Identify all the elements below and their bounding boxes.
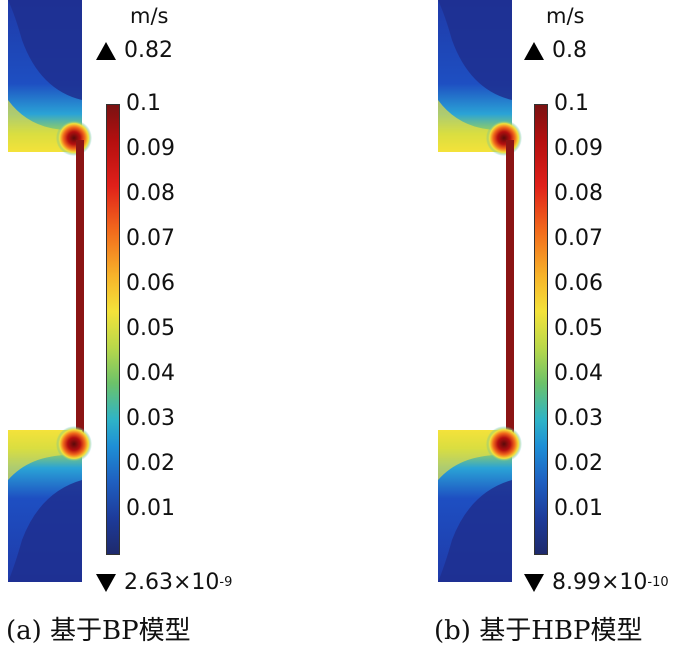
- panel-a: m/s 0.82 0.1 0.09 0.08 0.07 0.06 0.05 0.…: [6, 0, 232, 646]
- tick-label: 0.09: [554, 136, 603, 161]
- tick-label: 0.03: [126, 406, 175, 431]
- tick-label: 0.09: [126, 136, 175, 161]
- caption-b: (b) 基于HBP模型: [434, 616, 643, 646]
- min-value-base: 2.63×10: [124, 570, 220, 595]
- min-value-exponent: -10: [647, 575, 669, 590]
- max-value: 0.82: [96, 38, 173, 63]
- tick-label: 0.05: [126, 316, 175, 341]
- colorbar-a: [106, 104, 120, 555]
- tick-label: 0.03: [554, 406, 603, 431]
- max-value-text: 0.8: [552, 38, 587, 63]
- min-value-exponent: -9: [219, 575, 233, 590]
- tick-label: 0.02: [126, 451, 175, 476]
- tick-label: 0.06: [126, 271, 175, 296]
- tick-label: 0.1: [554, 91, 589, 116]
- tick-label: 0.07: [126, 226, 175, 251]
- min-value: 2.63×10 -9: [96, 570, 232, 595]
- max-value-text: 0.82: [124, 38, 173, 63]
- panel-b: m/s 0.8 0.1 0.09 0.08 0.07 0.06 0.05 0.0…: [350, 0, 700, 654]
- min-triangle-icon: [524, 573, 544, 592]
- tick-label: 0.1: [126, 91, 161, 116]
- unit-label: m/s: [130, 4, 169, 28]
- max-value: 0.8: [524, 38, 587, 63]
- tick-label: 0.01: [126, 496, 175, 521]
- tick-label: 0.05: [554, 316, 603, 341]
- unit-label: m/s: [546, 4, 585, 28]
- tick-label: 0.01: [554, 496, 603, 521]
- tick-label: 0.08: [126, 181, 175, 206]
- colorbar-b: [534, 104, 548, 555]
- min-value-base: 8.99×10: [552, 570, 648, 595]
- min-triangle-icon: [96, 573, 116, 592]
- caption-a: (a) 基于BP模型: [6, 616, 191, 646]
- tick-label: 0.07: [554, 226, 603, 251]
- min-value: 8.99×10 -10: [524, 570, 669, 595]
- max-triangle-icon: [524, 41, 544, 60]
- max-triangle-icon: [96, 41, 116, 60]
- tick-label: 0.08: [554, 181, 603, 206]
- tick-label: 0.04: [126, 361, 175, 386]
- velocity-field-b: [438, 0, 522, 582]
- tick-label: 0.02: [554, 451, 603, 476]
- tick-label: 0.06: [554, 271, 603, 296]
- velocity-field-a: [8, 0, 92, 582]
- tick-label: 0.04: [554, 361, 603, 386]
